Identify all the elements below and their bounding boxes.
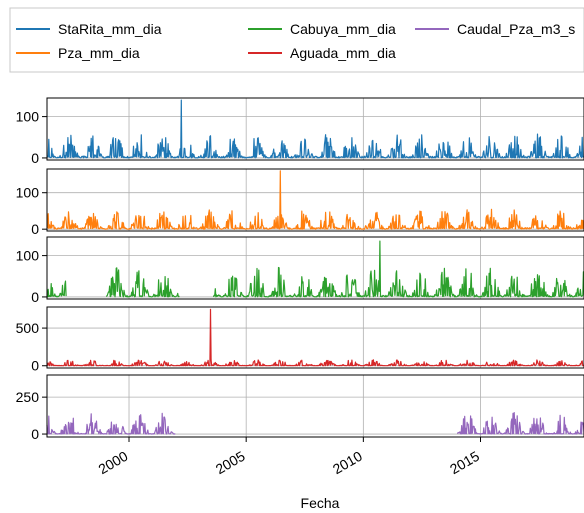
y-tick-label: 0 xyxy=(31,150,39,166)
series-line xyxy=(46,240,584,298)
y-tick-label: 100 xyxy=(16,248,40,264)
legend-label: Caudal_Pza_m3_s xyxy=(457,21,575,37)
x-tick-label: 2015 xyxy=(447,448,482,478)
y-tick-label: 0 xyxy=(31,289,39,305)
panel-frame xyxy=(46,306,584,369)
x-tick-label: 2010 xyxy=(330,448,365,478)
legend-label: Aguada_mm_dia xyxy=(290,45,396,61)
legend-label: StaRita_mm_dia xyxy=(58,21,162,37)
series-line xyxy=(46,99,584,159)
panel-frame xyxy=(46,374,584,438)
x-axis-label: Fecha xyxy=(301,495,340,511)
x-tick-label: 2005 xyxy=(213,448,248,478)
panel-Caudal_Pza_m3_s: 0 250 xyxy=(16,374,584,442)
x-tick-label: 2000 xyxy=(96,448,131,478)
series-line xyxy=(46,412,584,435)
legend-label: Pza_mm_dia xyxy=(58,45,140,61)
series-line xyxy=(46,308,584,367)
panel-frame xyxy=(46,168,584,232)
y-tick-label: 0 xyxy=(31,426,39,442)
y-tick-label: 250 xyxy=(16,389,40,405)
series-line xyxy=(46,170,584,230)
panel-Aguada_mm_dia: 0 500 xyxy=(16,306,584,374)
panel-frame xyxy=(46,97,584,161)
y-tick-label: 100 xyxy=(16,109,40,125)
y-tick-label: 100 xyxy=(16,185,40,201)
x-axis: 2000 2005 2010 2015 xyxy=(96,437,482,478)
legend: StaRita_mm_dia Cabuya_mm_dia Caudal_Pza_m3… xyxy=(9,7,584,73)
panel-StaRita_mm_dia: 0 100 xyxy=(16,97,584,166)
y-tick-label: 0 xyxy=(31,221,39,237)
legend-label: Cabuya_mm_dia xyxy=(290,21,396,37)
panel-frame xyxy=(46,236,584,300)
legend-frame xyxy=(9,7,584,73)
y-tick-label: 500 xyxy=(16,320,40,336)
panel-Pza_mm_dia: 0 100 xyxy=(16,168,584,237)
y-tick-label: 0 xyxy=(31,358,39,374)
panel-Cabuya_mm_dia: 0 100 xyxy=(16,236,584,305)
